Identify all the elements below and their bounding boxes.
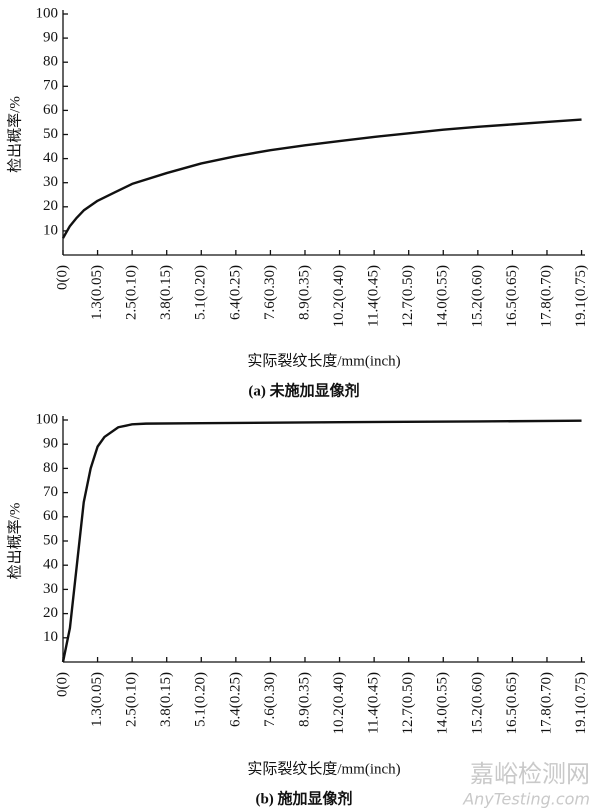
x-tick-label: 10.2(0.40) xyxy=(331,265,347,328)
y-tick-label: 70 xyxy=(43,484,58,500)
x-tick-label: 12.7(0.50) xyxy=(400,265,416,328)
y-tick-label: 60 xyxy=(43,508,58,524)
x-tick-label: 19.1(0.75) xyxy=(573,265,589,328)
x-tick-label: 17.8(0.70) xyxy=(538,265,554,328)
x-tick-label: 12.7(0.50) xyxy=(400,672,416,735)
x-tick-label: 7.6(0.30) xyxy=(262,672,278,727)
x-tick-label: 10.2(0.40) xyxy=(331,672,347,735)
x-tick-label: 0(0) xyxy=(54,672,70,697)
x-tick-label: 6.4(0.25) xyxy=(227,672,243,727)
x-tick-label: 15.2(0.60) xyxy=(469,672,485,735)
y-tick-label: 80 xyxy=(43,54,58,70)
x-tick-label: 3.8(0.15) xyxy=(158,265,174,320)
x-tick-label: 2.5(0.10) xyxy=(124,672,140,727)
x-tick-label: 14.0(0.55) xyxy=(435,265,451,328)
x-tick-label: 3.8(0.15) xyxy=(158,672,174,727)
y-tick-label: 60 xyxy=(43,102,58,118)
y-axis-label: 检出概率/% xyxy=(6,503,23,580)
curve xyxy=(61,419,582,663)
x-tick-label: 6.4(0.25) xyxy=(227,265,243,320)
y-tick-label: 30 xyxy=(43,174,58,190)
y-tick-label: 40 xyxy=(43,150,58,166)
y-tick-label: 10 xyxy=(43,222,58,238)
x-axis-label: 实际裂纹长度/mm(inch) xyxy=(247,760,400,777)
y-tick-label: 10 xyxy=(43,629,58,645)
x-tick-label: 15.2(0.60) xyxy=(469,265,485,328)
x-tick-label: 8.9(0.35) xyxy=(296,672,312,727)
x-tick-label: 19.1(0.75) xyxy=(573,672,589,735)
x-tick-label: 16.5(0.65) xyxy=(504,672,520,735)
y-tick-label: 90 xyxy=(43,30,58,46)
x-tick-label: 5.1(0.20) xyxy=(193,265,209,320)
x-tick-label: 8.9(0.35) xyxy=(296,265,312,320)
curve xyxy=(61,118,582,239)
y-tick-label: 70 xyxy=(43,78,58,94)
y-tick-label: 80 xyxy=(43,460,58,476)
caption: (a) 未施加显像剂 xyxy=(248,381,359,399)
y-tick-label: 20 xyxy=(43,198,58,214)
x-tick-label: 11.4(0.45) xyxy=(366,265,382,327)
x-tick-label: 14.0(0.55) xyxy=(435,672,451,735)
x-tick-label: 17.8(0.70) xyxy=(538,672,554,735)
y-tick-label: 20 xyxy=(43,605,58,621)
y-tick-label: 100 xyxy=(36,411,59,427)
y-tick-label: 50 xyxy=(43,532,58,548)
y-tick-label: 50 xyxy=(43,126,58,142)
x-tick-label: 2.5(0.10) xyxy=(124,265,140,320)
watermark-site: AnyTesting.com xyxy=(462,790,590,809)
x-tick-label: 1.3(0.05) xyxy=(89,672,105,727)
x-tick-label: 16.5(0.65) xyxy=(504,265,520,328)
y-tick-label: 40 xyxy=(43,557,58,573)
y-axis-label: 检出概率/% xyxy=(6,96,23,173)
watermark-name: 嘉峪检测网 xyxy=(470,760,590,788)
x-tick-label: 5.1(0.20) xyxy=(193,672,209,727)
y-tick-label: 30 xyxy=(43,581,58,597)
x-tick-label: 11.4(0.45) xyxy=(366,672,382,734)
x-tick-label: 0(0) xyxy=(54,265,70,290)
caption: (b) 施加显像剂 xyxy=(255,789,352,807)
x-tick-label: 1.3(0.05) xyxy=(89,265,105,320)
y-tick-label: 100 xyxy=(36,5,59,21)
x-tick-label: 7.6(0.30) xyxy=(262,265,278,320)
x-axis-label: 实际裂纹长度/mm(inch) xyxy=(247,352,400,369)
y-tick-label: 90 xyxy=(43,436,58,452)
